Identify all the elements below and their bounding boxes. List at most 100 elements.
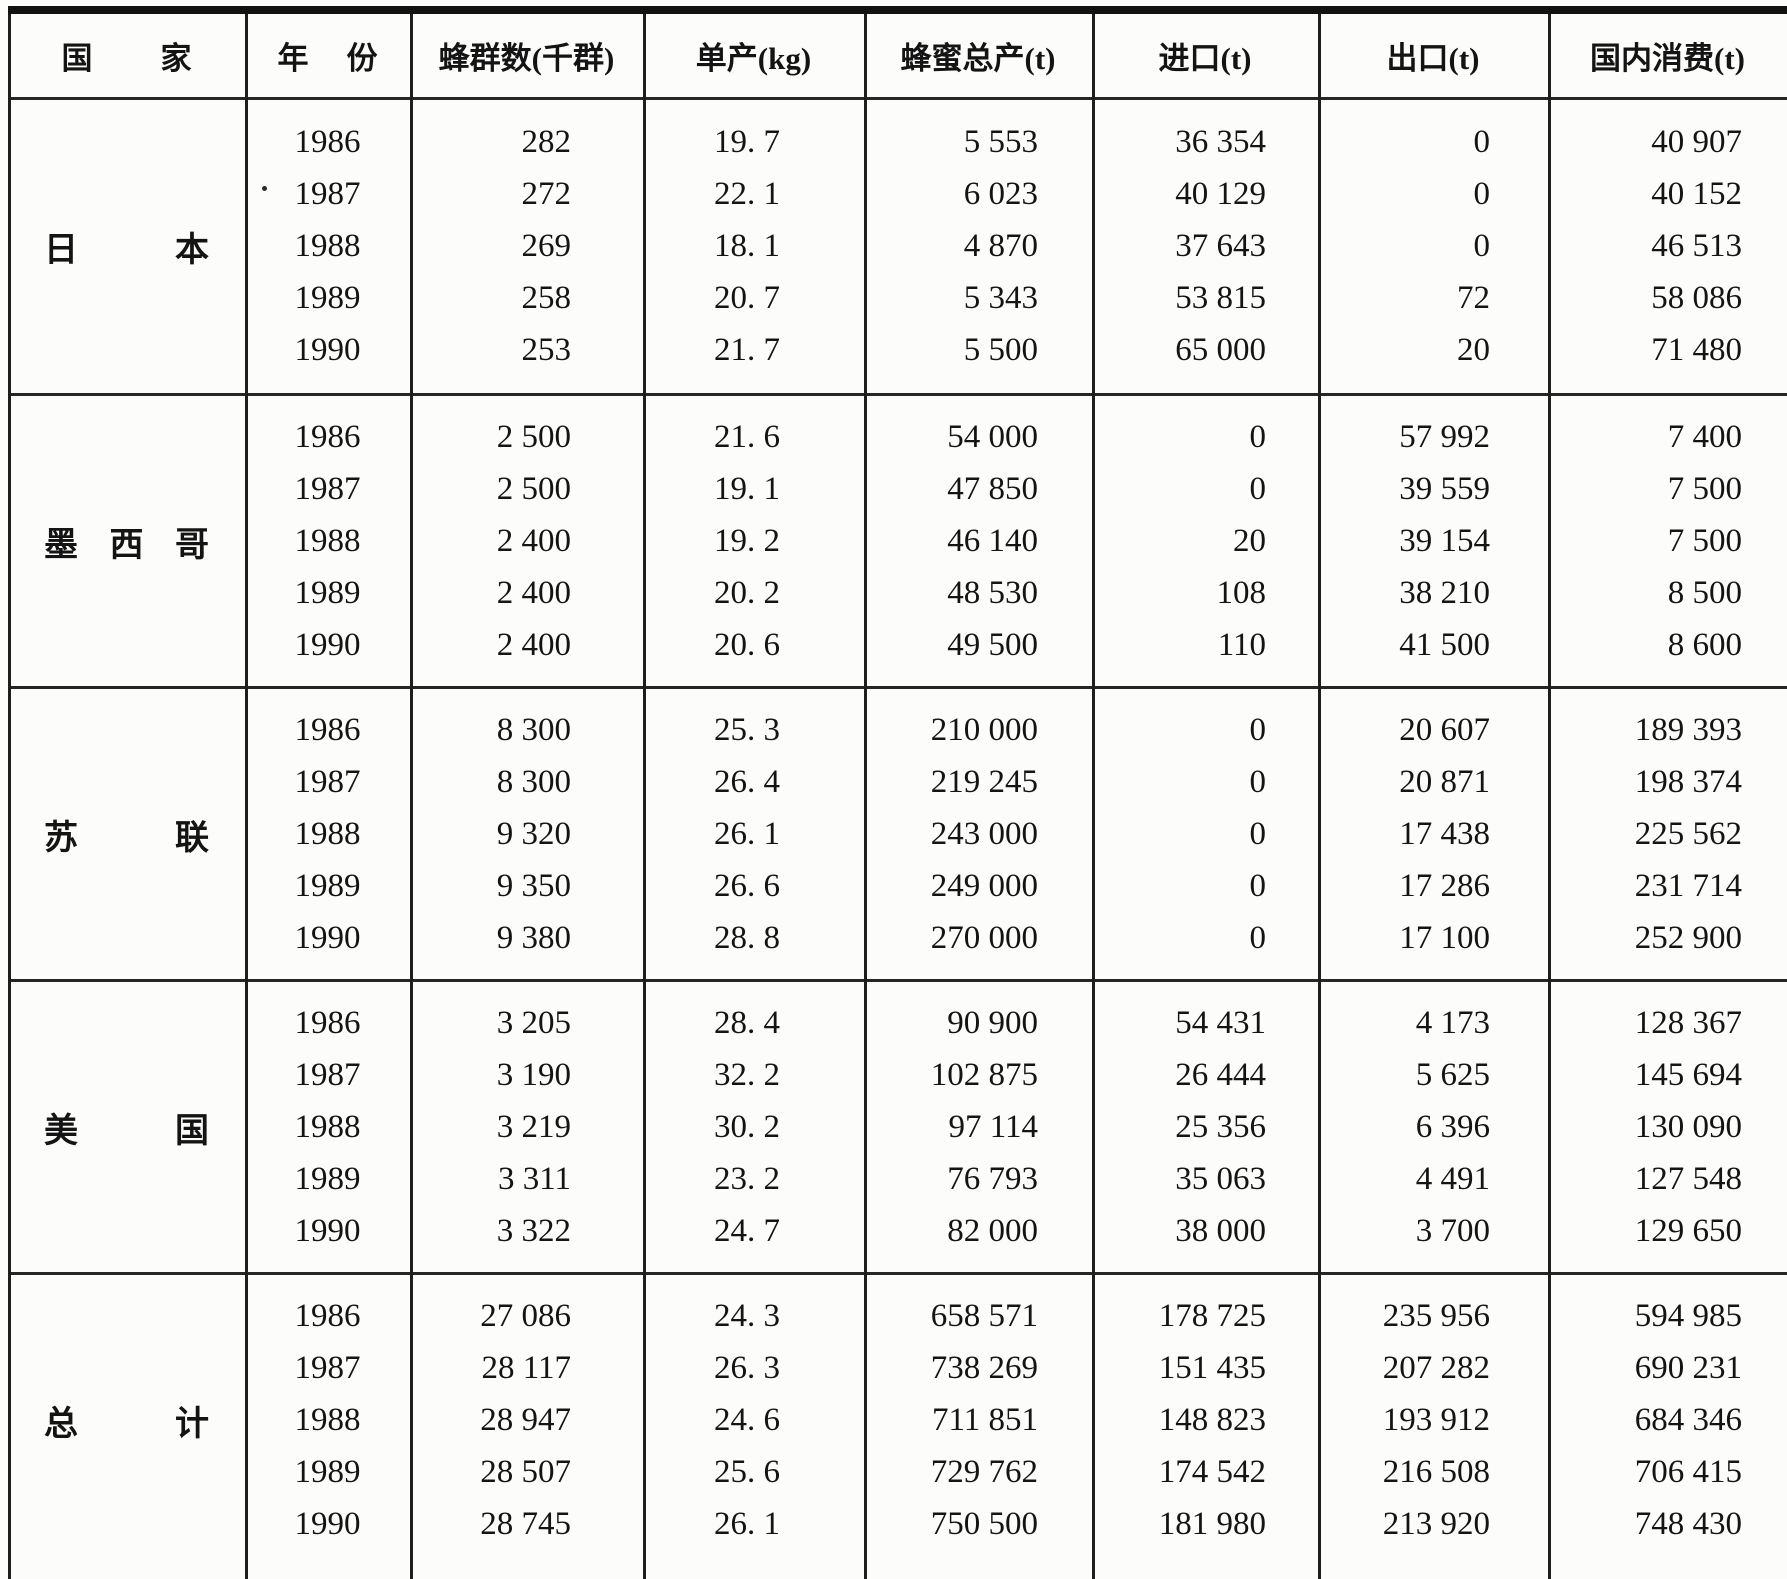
cell-imports: 148 823 — [1158, 1401, 1266, 1438]
column-header-country: 国 家 — [8, 33, 245, 78]
cell-year: 1989 — [294, 867, 361, 904]
cell-imports: 53 815 — [1175, 280, 1266, 316]
cell-year: 1990 — [294, 1212, 361, 1249]
cell-total-production: 54 000 — [947, 418, 1038, 455]
cell-total-production: 249 000 — [930, 867, 1038, 904]
table-rule-vertical — [864, 14, 867, 1579]
cell-total-production: 76 793 — [947, 1160, 1038, 1197]
cell-colonies: 2 400 — [496, 574, 571, 611]
cell-total-production: 270 000 — [930, 919, 1038, 956]
cell-total-production: 738 269 — [930, 1349, 1038, 1386]
table-row: 1986 8 300 25. 3 210 000 0 20 607 189 39… — [245, 704, 1787, 756]
cell-year: 1990 — [294, 332, 361, 368]
country-name: 墨 西 哥 — [8, 396, 245, 686]
country-section: 美 国 1986 3 205 28. 4 90 900 54 431 4 173… — [8, 979, 1787, 1272]
cell-domestic-consumption: 58 086 — [1651, 280, 1742, 316]
cell-total-production: 82 000 — [947, 1212, 1038, 1249]
cell-year: 1986 — [294, 418, 361, 455]
cell-imports: 20 — [1233, 522, 1266, 559]
cell-yield: 22. 1 — [714, 176, 780, 212]
cell-exports: 235 956 — [1382, 1297, 1490, 1334]
country-section: 总 计 1986 27 086 24. 3 658 571 178 725 23… — [8, 1272, 1787, 1565]
cell-colonies: 3 190 — [496, 1056, 571, 1093]
cell-year: 1987 — [294, 1056, 361, 1093]
column-header-year-label: 年 份 — [277, 41, 378, 76]
cell-year: 1988 — [294, 815, 361, 852]
table-row: 1987 8 300 26. 4 219 245 0 20 871 198 37… — [245, 756, 1787, 808]
cell-imports: 36 354 — [1175, 124, 1266, 160]
cell-colonies: 2 500 — [496, 418, 571, 455]
cell-year: 1986 — [294, 1004, 361, 1041]
cell-yield: 24. 7 — [714, 1212, 780, 1249]
cell-domestic-consumption: 127 548 — [1634, 1160, 1742, 1197]
cell-exports: 38 210 — [1399, 574, 1490, 611]
column-header-exports: 出口(t) — [1386, 41, 1480, 76]
cell-total-production: 658 571 — [930, 1297, 1038, 1334]
cell-exports: 213 920 — [1382, 1505, 1490, 1542]
table-row: 1990 3 322 24. 7 82 000 38 000 3 700 129… — [245, 1205, 1787, 1257]
table-row: 1986 282 19. 7 5 553 36 354 0 40 907 — [245, 117, 1787, 169]
cell-year: 1987 — [294, 176, 361, 212]
table-row: 1987 272 22. 1 6 023 40 129 0 40 152 — [245, 169, 1787, 221]
cell-exports: 0 — [1473, 228, 1491, 264]
cell-year: 1990 — [294, 626, 361, 663]
cell-yield: 19. 2 — [714, 522, 780, 559]
country-name-label: 美 国 — [44, 1112, 209, 1150]
cell-yield: 20. 2 — [714, 574, 780, 611]
cell-total-production: 5 343 — [963, 280, 1038, 316]
cell-year: 1987 — [294, 1349, 361, 1386]
cell-total-production: 49 500 — [947, 626, 1038, 663]
cell-exports: 0 — [1473, 124, 1491, 160]
cell-colonies: 2 400 — [496, 522, 571, 559]
cell-imports: 0 — [1249, 867, 1267, 904]
table-header-row: 国 家 年 份 蜂群数(千群) 单产(kg) 蜂蜜总产(t) 进口(t) 出口(… — [8, 14, 1787, 100]
cell-domestic-consumption: 198 374 — [1634, 763, 1742, 800]
cell-colonies: 3 219 — [496, 1108, 571, 1145]
cell-year: 1986 — [294, 711, 361, 748]
table-row: 1989 258 20. 7 5 343 53 815 72 58 086 — [245, 273, 1787, 325]
country-name: 美 国 — [8, 982, 245, 1272]
cell-year: 1988 — [294, 522, 361, 559]
table-row: 1989 28 507 25. 6 729 762 174 542 216 50… — [245, 1446, 1787, 1498]
cell-yield: 24. 6 — [714, 1401, 780, 1438]
table-row: 1988 2 400 19. 2 46 140 20 39 154 7 500 — [245, 515, 1787, 567]
cell-yield: 30. 2 — [714, 1108, 780, 1145]
table-row: 1990 253 21. 7 5 500 65 000 20 71 480 — [245, 325, 1787, 377]
cell-domestic-consumption: 231 714 — [1634, 867, 1742, 904]
country-name: 总 计 — [8, 1275, 245, 1565]
section-rows: 1986 8 300 25. 3 210 000 0 20 607 189 39… — [245, 689, 1787, 979]
cell-imports: 37 643 — [1175, 228, 1266, 264]
table-row: 1988 28 947 24. 6 711 851 148 823 193 91… — [245, 1394, 1787, 1446]
country-section: 墨 西 哥 1986 2 500 21. 6 54 000 0 57 992 7… — [8, 393, 1787, 686]
cell-imports: 110 — [1217, 626, 1266, 663]
cell-yield: 18. 1 — [714, 228, 780, 264]
cell-colonies: 3 311 — [497, 1160, 571, 1197]
cell-domestic-consumption: 252 900 — [1634, 919, 1742, 956]
cell-exports: 207 282 — [1382, 1349, 1490, 1386]
cell-yield: 19. 7 — [714, 124, 780, 160]
scan-speck — [262, 186, 267, 191]
cell-exports: 57 992 — [1399, 418, 1490, 455]
cell-imports: 0 — [1249, 418, 1267, 455]
cell-exports: 0 — [1473, 176, 1491, 212]
cell-exports: 41 500 — [1399, 626, 1490, 663]
cell-colonies: 9 380 — [496, 919, 571, 956]
cell-exports: 5 625 — [1415, 1056, 1490, 1093]
cell-domestic-consumption: 8 500 — [1667, 574, 1742, 611]
cell-domestic-consumption: 145 694 — [1634, 1056, 1742, 1093]
cell-total-production: 4 870 — [963, 228, 1038, 264]
cell-imports: 35 063 — [1175, 1160, 1266, 1197]
country-name-label: 墨 西 哥 — [44, 526, 209, 564]
cell-exports: 4 491 — [1415, 1160, 1490, 1197]
table-row: 1990 9 380 28. 8 270 000 0 17 100 252 90… — [245, 912, 1787, 964]
cell-domestic-consumption: 129 650 — [1634, 1212, 1742, 1249]
cell-exports: 17 438 — [1399, 815, 1490, 852]
cell-imports: 65 000 — [1175, 332, 1266, 368]
cell-imports: 0 — [1249, 815, 1267, 852]
table-row: 1990 28 745 26. 1 750 500 181 980 213 92… — [245, 1498, 1787, 1550]
country-name-label: 总 计 — [44, 1405, 209, 1443]
cell-yield: 19. 1 — [714, 470, 780, 507]
cell-exports: 17 286 — [1399, 867, 1490, 904]
table-rule-vertical — [410, 14, 413, 1579]
cell-total-production: 102 875 — [930, 1056, 1038, 1093]
